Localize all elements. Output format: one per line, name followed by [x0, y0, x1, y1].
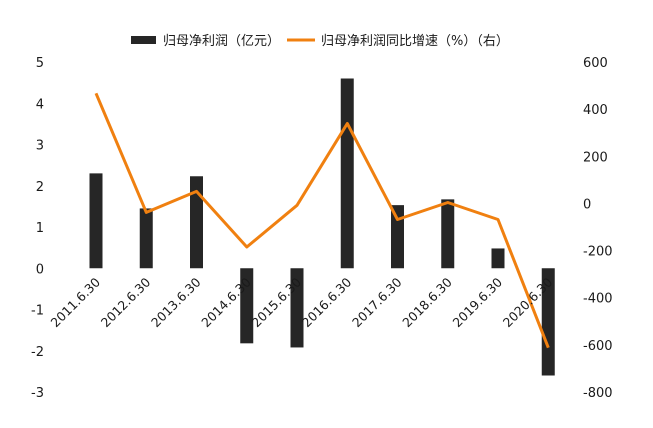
bar: [491, 248, 505, 269]
left-axis: 5 4 3 2 1 0 -1 -2 -3: [31, 56, 44, 401]
left-axis-tick: 3: [36, 139, 44, 154]
bar: [340, 78, 354, 269]
right-axis-tick: -800: [583, 386, 613, 401]
x-axis-label: 2016.6.30: [299, 274, 355, 330]
x-axis-label: 2017.6.30: [349, 274, 405, 330]
right-axis-tick: 0: [583, 197, 591, 212]
legend-bar-label: 归母净利润（亿元）: [163, 34, 280, 49]
bar: [240, 268, 254, 344]
x-axis-label: 2019.6.30: [450, 274, 506, 330]
x-axis-label: 2012.6.30: [98, 274, 154, 330]
x-axis-label: 2011.6.30: [48, 274, 104, 330]
right-axis-tick: 600: [583, 56, 608, 71]
left-axis-tick: 1: [36, 221, 44, 236]
bar: [441, 199, 455, 269]
x-axis-label: 2013.6.30: [148, 274, 204, 330]
line-series: [94, 92, 550, 349]
left-axis-tick: 2: [36, 180, 44, 195]
left-axis-tick: -3: [31, 386, 44, 401]
bar: [89, 173, 103, 269]
bar: [290, 268, 304, 348]
right-axis-tick: 400: [583, 103, 608, 118]
bar-series: [89, 78, 555, 376]
right-axis-tick: -200: [583, 245, 613, 260]
left-axis-tick: 0: [36, 262, 44, 277]
bar: [190, 176, 203, 269]
bar: [541, 268, 555, 376]
left-axis-tick: -2: [31, 345, 44, 360]
bar: [139, 208, 153, 269]
legend: 归母净利润（亿元） 归母净利润同比增速（%）（右）: [131, 34, 509, 49]
left-axis-tick: -1: [31, 304, 44, 319]
right-axis: 600 400 200 0 -200 -400 -600 -800: [583, 56, 613, 401]
left-axis-tick: 4: [36, 97, 44, 112]
right-axis-tick: 200: [583, 150, 608, 165]
bar: [391, 205, 404, 269]
legend-line-label: 归母净利润同比增速（%）（右）: [321, 34, 509, 49]
right-axis-tick: -400: [583, 292, 613, 307]
growth-line: [94, 92, 550, 349]
legend-bar-swatch: [131, 36, 156, 44]
x-axis-label: 2018.6.30: [399, 274, 455, 330]
left-axis-tick: 5: [36, 56, 44, 71]
right-axis-tick: -600: [583, 339, 613, 354]
